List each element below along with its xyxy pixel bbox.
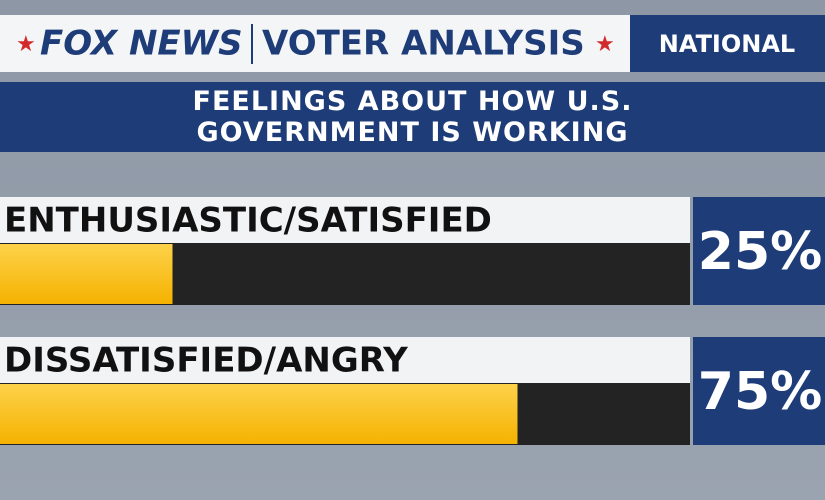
value-label: 75% — [698, 362, 822, 422]
region-box — [630, 15, 825, 72]
title-box: FEELINGS ABOUT HOW U.S. GOVERNMENT IS WO… — [0, 82, 825, 152]
value-label: 25% — [698, 222, 822, 282]
star: ★ — [595, 32, 615, 57]
category-label: ENTHUSIASTIC/SATISFIED — [4, 201, 492, 241]
value-box — [693, 337, 825, 445]
category-label: DISSATISFIED/ANGRY — [4, 341, 408, 381]
label-strip — [0, 337, 690, 383]
region: NATIONAL — [659, 30, 795, 58]
value-box — [693, 197, 825, 305]
section: VOTER ANALYSIS — [262, 24, 585, 64]
title-band — [0, 82, 825, 152]
rows: ENTHUSIASTIC/SATISFIED 25% DISSATISFIED/AN… — [0, 197, 825, 445]
header-strip — [0, 15, 630, 72]
label-strip — [0, 197, 690, 243]
bar — [0, 384, 518, 444]
chart-title: FEELINGS ABOUT HOW U.S. GOVERNMENT IS WO… — [192, 86, 633, 148]
bar — [0, 244, 173, 304]
star: ★ — [16, 32, 36, 57]
brand: FOX NEWS — [40, 24, 243, 64]
